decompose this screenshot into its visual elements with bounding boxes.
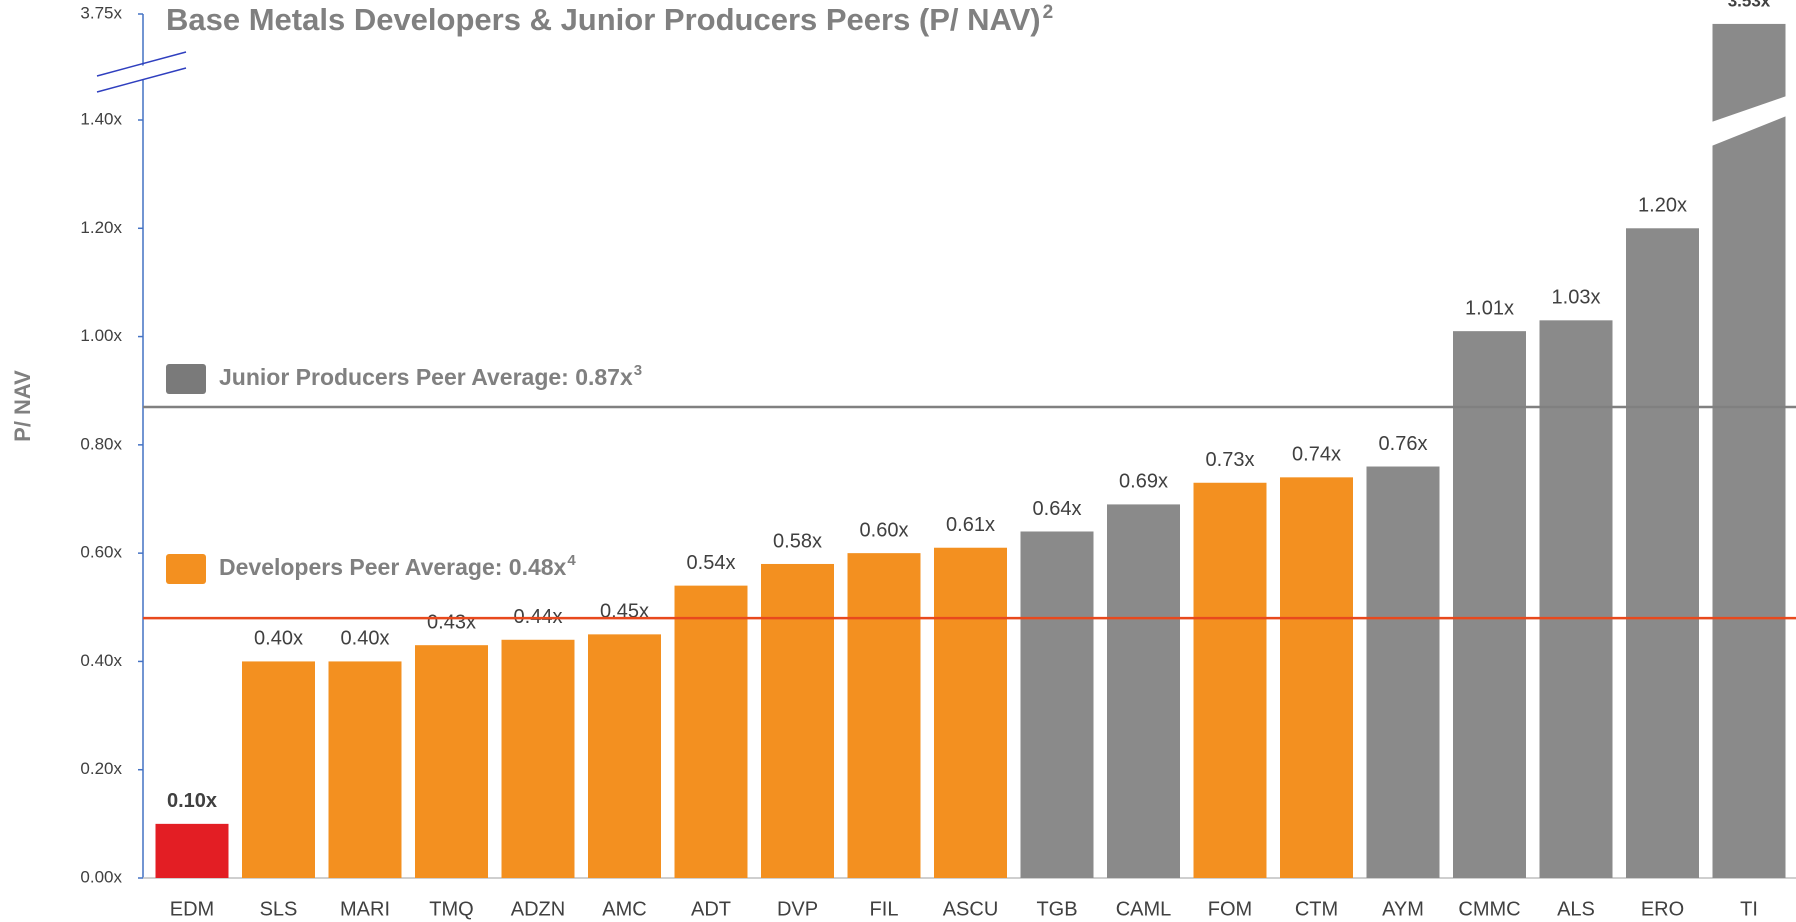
bar — [1453, 331, 1526, 879]
legend-label: Developers Peer Average: 0.48x — [219, 554, 567, 580]
bar-break — [1711, 96, 1787, 146]
bar — [1539, 320, 1613, 878]
axis-break-mark — [96, 51, 187, 77]
x-tick-label: EDM — [170, 898, 214, 920]
data-label: 0.76x — [1379, 433, 1428, 455]
legend-label: Junior Producers Peer Average: 0.87x — [219, 364, 633, 390]
y-tick-label: 1.20x — [80, 218, 122, 237]
y-tick-label: 1.40x — [80, 109, 122, 128]
bar — [674, 585, 748, 878]
bar — [328, 661, 402, 878]
x-tick-label: CAML — [1116, 898, 1172, 920]
x-tick-label: ASCU — [943, 898, 999, 920]
x-tick-label: TMQ — [429, 898, 473, 920]
data-label: 0.40x — [254, 628, 303, 650]
y-tick-label: 0.40x — [80, 651, 122, 670]
data-label: 1.03x — [1552, 287, 1601, 309]
data-label: 1.01x — [1465, 297, 1514, 319]
bar — [501, 639, 575, 878]
x-tick-label: DVP — [777, 898, 818, 920]
bar — [1020, 531, 1094, 878]
bar — [934, 547, 1007, 878]
y-tick-label: 0.20x — [80, 759, 122, 778]
data-label: 0.64x — [1033, 498, 1082, 520]
data-label: 0.43x — [427, 611, 476, 633]
data-label: 0.73x — [1206, 449, 1255, 471]
x-tick-label: ADZN — [511, 898, 565, 920]
y-tick-label: 0.80x — [80, 434, 122, 453]
data-label: 0.61x — [946, 514, 995, 536]
chart-title: Base Metals Developers & Junior Producer… — [166, 2, 1041, 37]
bar — [1712, 23, 1786, 879]
y-tick-label: 3.75x — [80, 3, 122, 22]
data-label: 0.10x — [167, 790, 217, 812]
x-tick-label: FIL — [870, 898, 899, 920]
bar — [242, 661, 315, 878]
bar — [1626, 228, 1699, 879]
axis-break-gap — [97, 54, 186, 92]
data-label: 0.74x — [1292, 444, 1341, 466]
bar — [1107, 504, 1180, 878]
x-tick-label: ALS — [1557, 898, 1595, 920]
x-tick-label: TI — [1740, 898, 1758, 920]
x-tick-label: SLS — [260, 898, 298, 920]
legend-superscript: 4 — [567, 552, 576, 569]
bar — [1280, 477, 1353, 878]
data-label: 1.20x — [1638, 195, 1687, 217]
data-label: 0.54x — [687, 552, 736, 574]
x-tick-label: ADT — [691, 898, 731, 920]
bar — [588, 634, 661, 878]
legend-swatch — [166, 364, 206, 394]
bar — [155, 823, 229, 878]
x-tick-label: MARI — [340, 898, 390, 920]
bar — [847, 553, 921, 878]
y-tick-label: 1.00x — [80, 326, 122, 345]
bar — [1193, 482, 1267, 878]
x-tick-label: TGB — [1036, 898, 1077, 920]
y-tick-label: 0.60x — [80, 543, 122, 562]
legend-superscript: 3 — [634, 362, 642, 379]
y-tick-label: 0.00x — [80, 867, 122, 886]
bar — [415, 645, 488, 878]
data-label: 0.69x — [1119, 471, 1168, 493]
x-tick-label: CTM — [1295, 898, 1338, 920]
data-label: 3.53x — [1728, 0, 1771, 10]
bar — [761, 563, 834, 878]
x-tick-label: AMC — [602, 898, 646, 920]
x-tick-label: CMMC — [1458, 898, 1520, 920]
data-label: 0.58x — [773, 530, 822, 552]
x-tick-label: ERO — [1641, 898, 1684, 920]
title-superscript: 2 — [1043, 2, 1054, 23]
bar — [1366, 466, 1440, 878]
x-tick-label: AYM — [1382, 898, 1424, 920]
data-label: 0.60x — [860, 519, 909, 541]
axis-break-mark — [96, 67, 187, 93]
x-tick-label: FOM — [1208, 898, 1252, 920]
legend-swatch — [166, 554, 206, 584]
data-label: 0.40x — [341, 628, 390, 650]
y-axis-label: P/ NAV — [10, 370, 35, 442]
